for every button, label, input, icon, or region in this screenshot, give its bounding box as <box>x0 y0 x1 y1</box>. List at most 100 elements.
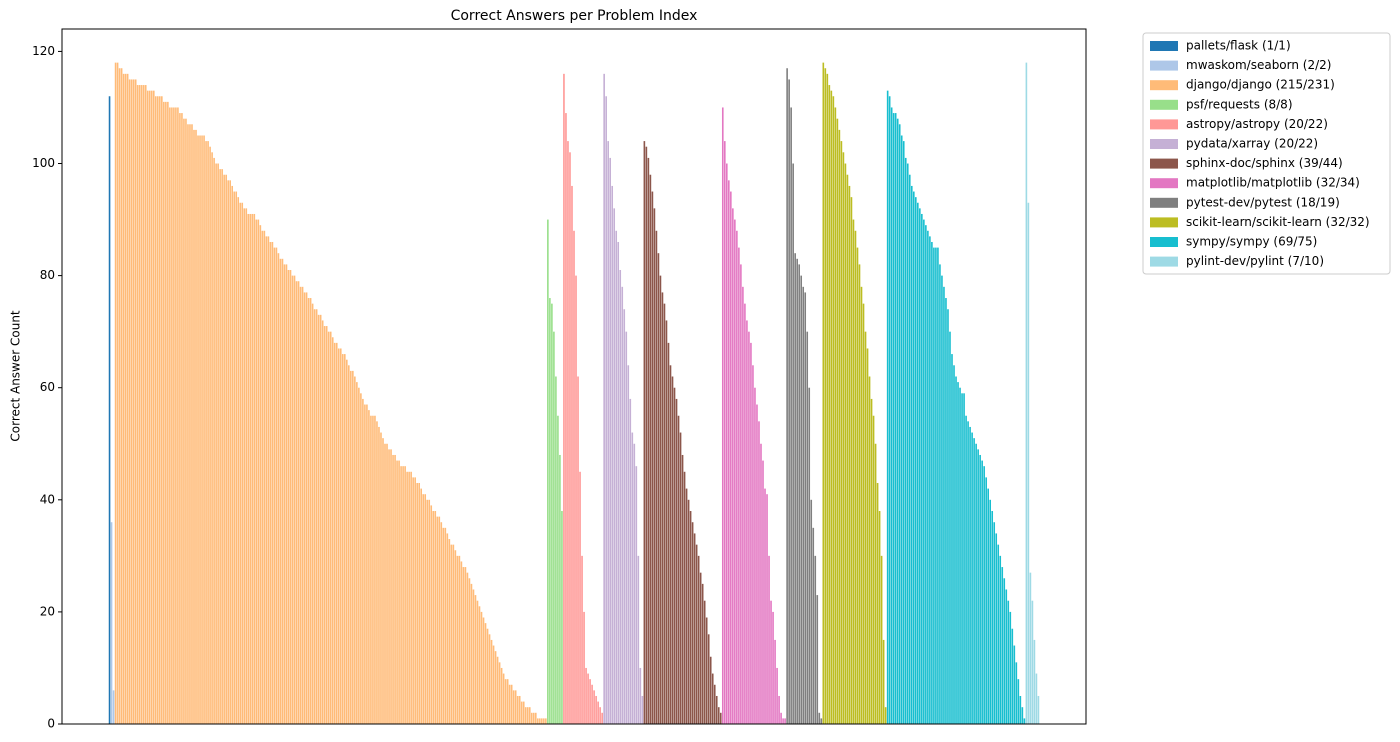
bar <box>611 185 614 724</box>
bar <box>199 135 201 724</box>
bar <box>446 533 449 724</box>
bar <box>997 544 1000 724</box>
bar <box>175 107 177 724</box>
bar <box>134 79 137 725</box>
bar <box>581 555 583 724</box>
bar <box>961 393 963 724</box>
bar <box>623 309 626 724</box>
bar <box>380 432 382 724</box>
bar <box>281 258 284 724</box>
bar <box>878 511 881 724</box>
bar <box>128 79 131 725</box>
legend-swatch <box>1150 80 1178 91</box>
bar <box>987 488 989 724</box>
bar <box>245 208 248 724</box>
bar <box>752 365 754 724</box>
bar <box>675 398 678 724</box>
bar <box>337 348 340 724</box>
bar <box>195 129 197 725</box>
bar <box>384 443 386 724</box>
bar <box>466 572 469 724</box>
bar <box>780 712 782 724</box>
bar <box>450 544 453 724</box>
bar <box>848 185 851 724</box>
legend-swatch <box>1150 60 1178 71</box>
legend-label: sympy/sympy (69/75) <box>1186 235 1317 249</box>
bar <box>1015 662 1018 724</box>
bar <box>116 62 119 725</box>
bar <box>173 107 175 724</box>
bar <box>585 667 587 724</box>
bar <box>394 454 396 724</box>
bar <box>191 124 193 725</box>
bar <box>812 527 815 724</box>
legend-swatch <box>1150 119 1178 130</box>
legend-swatch <box>1150 158 1178 169</box>
bar <box>412 477 414 724</box>
bar <box>965 415 967 724</box>
bar <box>454 550 457 724</box>
y-tick-label: 100 <box>32 156 55 170</box>
bar <box>203 135 205 724</box>
bar <box>263 230 266 724</box>
bar <box>657 253 660 724</box>
bar <box>816 595 819 724</box>
bar <box>1011 628 1014 724</box>
bar <box>790 107 792 724</box>
bar <box>933 247 935 724</box>
bar <box>822 62 825 725</box>
bar <box>265 236 268 724</box>
bar <box>165 101 167 724</box>
bar <box>307 298 310 724</box>
bar <box>408 471 410 724</box>
bar <box>786 68 788 724</box>
bar <box>832 96 835 725</box>
bar <box>424 494 427 724</box>
bar <box>919 208 921 724</box>
bar <box>669 365 672 724</box>
bar <box>846 174 849 724</box>
bar <box>152 90 155 725</box>
bar <box>683 471 686 724</box>
bar <box>142 85 145 724</box>
bar <box>740 264 742 724</box>
bar <box>627 365 630 724</box>
bar <box>114 62 117 725</box>
y-tick-label: 80 <box>40 268 55 282</box>
bar <box>339 348 342 724</box>
bar <box>647 157 650 725</box>
bar <box>798 264 800 724</box>
bar <box>756 404 758 724</box>
bar <box>269 241 272 724</box>
bar <box>571 185 573 724</box>
bar <box>929 236 931 724</box>
bar <box>681 454 684 724</box>
bar <box>1035 673 1038 724</box>
bar <box>868 376 871 724</box>
bar <box>633 443 636 724</box>
bar <box>414 477 416 724</box>
bar <box>557 415 559 724</box>
bar <box>171 107 173 724</box>
bar <box>522 701 525 724</box>
bar <box>762 460 764 724</box>
bar <box>1033 639 1036 724</box>
bar <box>213 157 215 725</box>
bar <box>824 68 827 724</box>
bar <box>364 404 366 724</box>
bar <box>701 583 704 724</box>
legend-label: astropy/astropy (20/22) <box>1186 117 1328 131</box>
bar <box>559 454 561 724</box>
bar <box>931 241 933 724</box>
bar <box>215 163 217 725</box>
chart-title: Correct Answers per Problem Index <box>451 8 698 24</box>
bar <box>1013 645 1016 724</box>
bar <box>402 466 404 724</box>
bar <box>273 247 276 724</box>
bar <box>524 707 527 724</box>
bar <box>187 124 189 725</box>
bar <box>410 471 412 724</box>
bar <box>766 494 768 724</box>
bar <box>703 600 706 724</box>
bar <box>386 443 388 724</box>
